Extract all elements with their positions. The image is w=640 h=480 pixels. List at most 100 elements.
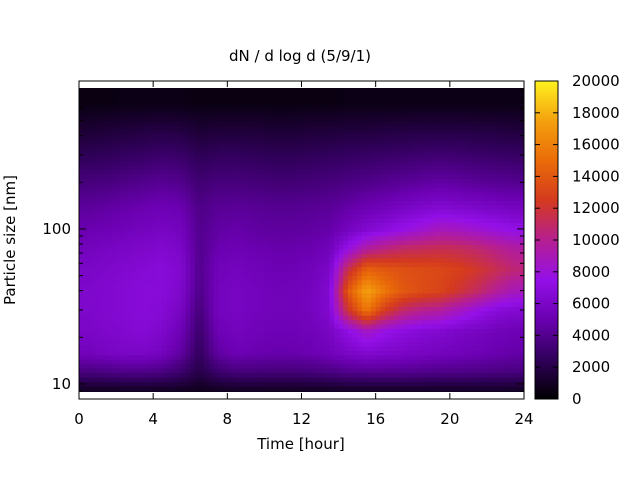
heatmap-cell bbox=[190, 346, 196, 352]
heatmap-cell bbox=[491, 293, 497, 299]
heatmap-cell bbox=[139, 169, 145, 175]
heatmap-cell bbox=[408, 226, 414, 232]
heatmap-cell bbox=[204, 297, 210, 303]
heatmap-cell bbox=[412, 368, 418, 374]
heatmap-cell bbox=[301, 288, 307, 294]
heatmap-cell bbox=[496, 213, 502, 219]
heatmap-cell bbox=[139, 248, 145, 254]
heatmap-cell bbox=[213, 319, 219, 325]
heatmap-cell bbox=[241, 182, 247, 188]
heatmap-cell bbox=[171, 169, 177, 175]
heatmap-cell bbox=[213, 381, 219, 387]
heatmap-cell bbox=[134, 178, 140, 184]
heatmap-cell bbox=[514, 222, 520, 228]
heatmap-cell bbox=[194, 200, 201, 206]
heatmap-cell bbox=[171, 257, 177, 263]
heatmap-cell bbox=[111, 169, 117, 175]
heatmap-cell bbox=[269, 284, 275, 290]
heatmap-cell bbox=[366, 253, 372, 259]
heatmap-cell bbox=[510, 346, 516, 352]
heatmap-cell bbox=[394, 173, 400, 179]
heatmap-cell bbox=[97, 217, 103, 223]
heatmap-cell bbox=[394, 346, 400, 352]
heatmap-cell bbox=[241, 368, 247, 374]
heatmap-cell bbox=[111, 306, 117, 312]
heatmap-cell bbox=[79, 200, 85, 206]
heatmap-cell bbox=[236, 306, 242, 312]
heatmap-cell bbox=[111, 341, 117, 347]
heatmap-cell bbox=[486, 293, 493, 299]
heatmap-cell bbox=[106, 266, 113, 272]
heatmap-cell bbox=[102, 266, 108, 272]
heatmap-cell bbox=[213, 191, 219, 197]
heatmap-cell bbox=[83, 372, 89, 378]
heatmap-cell bbox=[431, 231, 437, 237]
heatmap-cell bbox=[157, 257, 164, 263]
heatmap-cell bbox=[389, 200, 395, 206]
heatmap-cell bbox=[116, 240, 122, 246]
heatmap-cell bbox=[208, 182, 215, 188]
heatmap-cell bbox=[116, 306, 122, 312]
heatmap-cell bbox=[88, 195, 94, 201]
heatmap-cell bbox=[412, 182, 418, 188]
heatmap-cell bbox=[213, 359, 219, 365]
heatmap-cell bbox=[320, 213, 326, 219]
heatmap-cell bbox=[449, 217, 456, 223]
heatmap-cell bbox=[449, 368, 456, 374]
heatmap-cell bbox=[157, 301, 164, 307]
heatmap-cell bbox=[269, 209, 275, 215]
heatmap-cell bbox=[422, 297, 428, 303]
heatmap-cell bbox=[333, 341, 340, 347]
heatmap-cell bbox=[320, 244, 326, 250]
heatmap-cell bbox=[486, 372, 493, 378]
heatmap-cell bbox=[500, 332, 507, 338]
heatmap-cell bbox=[477, 244, 483, 250]
heatmap-cell bbox=[176, 209, 182, 215]
heatmap-cell bbox=[468, 173, 474, 179]
heatmap-cell bbox=[329, 354, 335, 360]
heatmap-cell bbox=[296, 257, 303, 263]
heatmap-cell bbox=[222, 248, 228, 254]
heatmap-cell bbox=[292, 368, 298, 374]
heatmap-cell bbox=[510, 217, 516, 223]
heatmap-cell bbox=[361, 169, 367, 175]
heatmap-cell bbox=[282, 376, 289, 382]
heatmap-cell bbox=[417, 346, 423, 352]
heatmap-cell bbox=[338, 195, 344, 201]
heatmap-cell bbox=[227, 328, 233, 334]
heatmap-cell bbox=[394, 293, 400, 299]
heatmap-cell bbox=[264, 332, 270, 338]
heatmap-cell bbox=[102, 297, 108, 303]
heatmap-cell bbox=[213, 293, 219, 299]
heatmap-cell bbox=[435, 173, 442, 179]
heatmap-cell bbox=[282, 319, 289, 325]
heatmap-cell bbox=[445, 346, 451, 352]
heatmap-cell bbox=[153, 319, 159, 325]
heatmap-cell bbox=[329, 200, 335, 206]
heatmap-cell bbox=[422, 178, 428, 184]
heatmap-cell bbox=[92, 359, 99, 365]
heatmap-cell bbox=[218, 231, 224, 237]
heatmap-cell bbox=[403, 323, 409, 329]
heatmap-cell bbox=[431, 284, 437, 290]
heatmap-cell bbox=[398, 195, 405, 201]
heatmap-cell bbox=[417, 257, 423, 263]
heatmap-cell bbox=[162, 381, 168, 387]
heatmap-cell bbox=[408, 187, 414, 193]
heatmap-cell bbox=[120, 187, 126, 193]
heatmap-cell bbox=[389, 301, 395, 307]
heatmap-cell bbox=[329, 350, 335, 356]
heatmap-cell bbox=[134, 266, 140, 272]
heatmap-cell bbox=[213, 231, 219, 237]
heatmap-cell bbox=[171, 209, 177, 215]
heatmap-cell bbox=[129, 319, 136, 325]
heatmap-cell bbox=[231, 240, 238, 246]
heatmap-cell bbox=[445, 266, 451, 272]
heatmap-cell bbox=[129, 328, 136, 334]
heatmap-cell bbox=[143, 306, 150, 312]
heatmap-cell bbox=[329, 279, 335, 285]
heatmap-cell bbox=[88, 262, 94, 268]
heatmap-cell bbox=[278, 178, 284, 184]
heatmap-cell bbox=[301, 178, 307, 184]
heatmap-cell bbox=[180, 182, 187, 188]
